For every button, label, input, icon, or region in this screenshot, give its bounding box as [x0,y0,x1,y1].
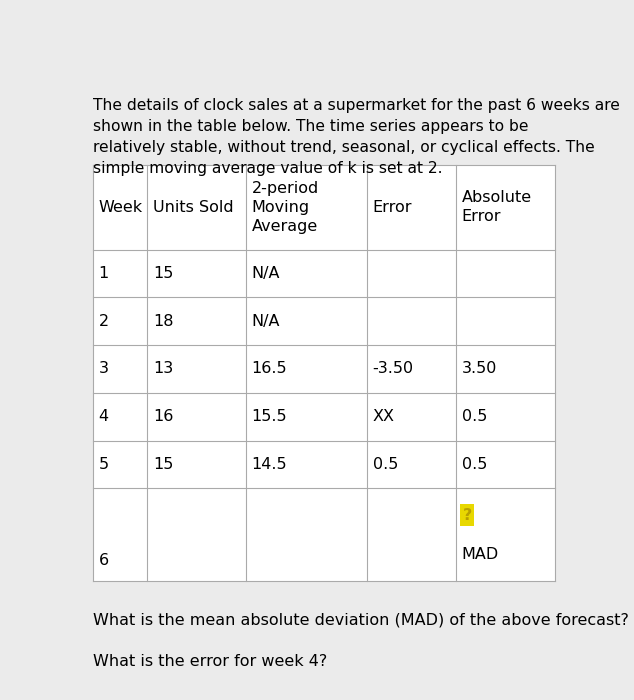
Bar [93,165,555,581]
Text: MAD: MAD [462,547,499,562]
Text: 0.5: 0.5 [373,457,398,472]
Text: Week: Week [99,199,143,215]
Text: N/A: N/A [252,266,280,281]
Text: 13: 13 [153,361,173,377]
Text: N/A: N/A [252,314,280,329]
Text: 15: 15 [153,457,173,472]
Text: 2: 2 [99,314,109,329]
Text: 2-period
Moving
Average: 2-period Moving Average [252,181,319,234]
Text: 16: 16 [153,409,173,424]
Text: Error: Error [373,199,412,215]
Text: 5: 5 [99,457,109,472]
Text: 4: 4 [99,409,109,424]
Text: 15.5: 15.5 [252,409,287,424]
Text: 1: 1 [99,266,109,281]
FancyBboxPatch shape [460,504,474,526]
Text: 6: 6 [99,553,109,568]
Text: 0.5: 0.5 [462,457,487,472]
Text: What is the mean absolute deviation (MAD) of the above forecast?: What is the mean absolute deviation (MAD… [93,613,629,628]
Text: ?: ? [462,508,472,524]
Text: XX: XX [373,409,394,424]
Text: 18: 18 [153,314,173,329]
Text: 15: 15 [153,266,173,281]
Text: Units Sold: Units Sold [153,199,233,215]
Text: 16.5: 16.5 [252,361,287,377]
Text: Absolute
Error: Absolute Error [462,190,532,224]
Text: -3.50: -3.50 [373,361,414,377]
Text: The details of clock sales at a supermarket for the past 6 weeks are
shown in th: The details of clock sales at a supermar… [93,98,620,176]
Text: 14.5: 14.5 [252,457,287,472]
Text: 0.5: 0.5 [462,409,487,424]
Text: 3: 3 [99,361,108,377]
Text: 3.50: 3.50 [462,361,497,377]
Text: What is the error for week 4?: What is the error for week 4? [93,654,327,668]
